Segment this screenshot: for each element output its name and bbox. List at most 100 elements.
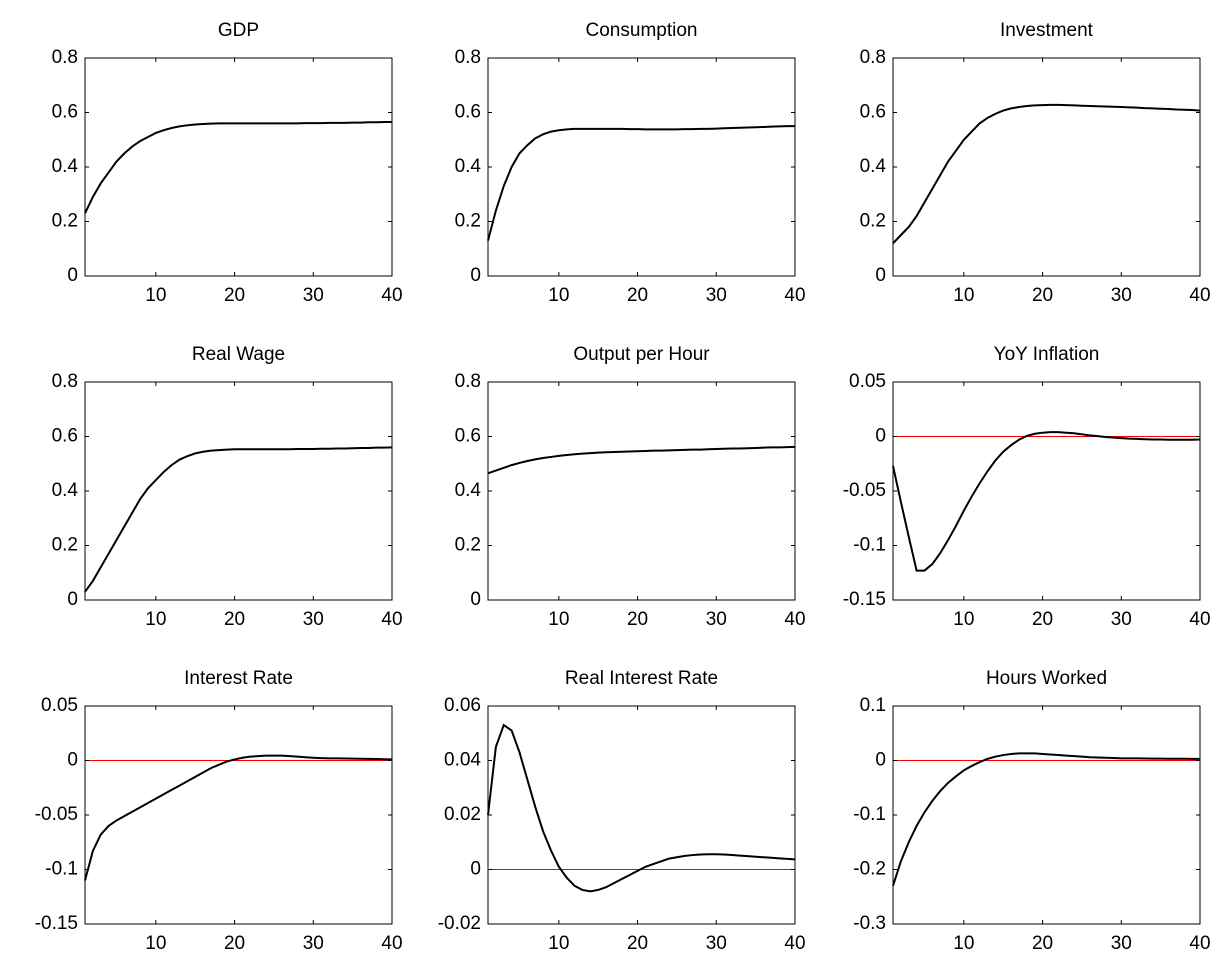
y-tick-label: 0	[470, 859, 481, 880]
y-tick-label: 0.4	[455, 480, 482, 501]
line	[84, 754, 393, 881]
y-tick-label: -0.2	[853, 859, 886, 880]
y-tick-label: -0.1	[45, 859, 78, 880]
x-tick-label: 20	[1032, 609, 1053, 630]
x-tick-label: 20	[627, 933, 648, 954]
x-tick-label: 40	[784, 933, 805, 954]
line	[487, 125, 795, 241]
x-tick-label: 20	[627, 285, 648, 306]
y-tick-label: 0.04	[444, 750, 481, 771]
x-tick-label: 10	[548, 285, 569, 306]
plot-area	[893, 58, 1200, 276]
x-tick-label: 40	[784, 609, 805, 630]
plot-area	[488, 58, 795, 276]
x-tick-label: 10	[953, 609, 974, 630]
y-tick-label: 0.1	[860, 695, 886, 716]
line	[84, 121, 392, 214]
chart-title: Hours Worked	[986, 668, 1107, 689]
x-tick-label: 40	[1189, 933, 1210, 954]
y-tick-label: 0.6	[52, 102, 78, 123]
x-tick-label: 20	[1032, 933, 1053, 954]
line	[892, 431, 1201, 572]
x-tick-label: 30	[706, 285, 727, 306]
x-tick-label: 10	[145, 285, 166, 306]
y-tick-label: -0.1	[853, 535, 886, 556]
y-tick-label: 0.4	[52, 156, 79, 177]
plot-area	[488, 706, 795, 924]
chart-title: Output per Hour	[573, 344, 710, 365]
y-tick-label: -0.3	[853, 913, 886, 934]
y-tick-label: 0.4	[860, 156, 887, 177]
y-tick-label: 0	[875, 265, 886, 286]
y-tick-label: 0.02	[444, 804, 481, 825]
y-tick-label: 0.8	[455, 371, 481, 392]
x-tick-label: 30	[1111, 933, 1132, 954]
y-tick-label: 0.2	[52, 211, 78, 232]
y-tick-label: -0.1	[853, 804, 886, 825]
y-tick-label: 0.06	[444, 695, 481, 716]
line	[84, 446, 393, 593]
x-tick-label: 20	[224, 285, 245, 306]
x-tick-label: 40	[381, 609, 402, 630]
x-tick-label: 40	[784, 285, 805, 306]
y-tick-label: 0.6	[860, 102, 886, 123]
x-tick-label: 30	[303, 609, 324, 630]
x-tick-label: 10	[953, 933, 974, 954]
chart-title: Real Wage	[192, 344, 285, 365]
line	[892, 103, 1201, 244]
y-tick-label: 0	[875, 426, 886, 447]
y-tick-label: 0.6	[52, 426, 78, 447]
x-tick-label: 20	[224, 609, 245, 630]
y-tick-label: 0.2	[455, 211, 481, 232]
y-tick-label: 0	[470, 265, 481, 286]
chart-title: Consumption	[586, 20, 698, 41]
plot-area	[85, 382, 392, 600]
plot-area	[893, 706, 1200, 924]
x-tick-label: 30	[303, 285, 324, 306]
y-tick-label: -0.15	[35, 913, 78, 934]
x-tick-label: 20	[224, 933, 245, 954]
y-tick-label: -0.15	[843, 589, 886, 610]
y-tick-label: 0.4	[52, 480, 79, 501]
x-tick-label: 40	[1189, 609, 1210, 630]
y-tick-label: -0.02	[438, 913, 481, 934]
line	[487, 445, 796, 475]
x-tick-label: 10	[145, 933, 166, 954]
x-tick-label: 40	[381, 285, 402, 306]
x-tick-label: 30	[303, 933, 324, 954]
x-tick-label: 30	[706, 933, 727, 954]
y-tick-label: 0.8	[860, 47, 886, 68]
y-tick-label: 0	[470, 589, 481, 610]
plot-area	[893, 382, 1200, 600]
x-tick-label: 30	[1111, 609, 1132, 630]
chart-title: Interest Rate	[184, 668, 293, 689]
chart-title: YoY Inflation	[994, 344, 1100, 365]
y-tick-label: -0.05	[35, 804, 78, 825]
x-tick-label: 10	[548, 933, 569, 954]
y-tick-label: 0.8	[52, 47, 78, 68]
y-tick-label: 0	[67, 589, 78, 610]
x-tick-label: 20	[1032, 285, 1053, 306]
x-tick-label: 20	[627, 609, 648, 630]
y-tick-label: 0.6	[455, 102, 481, 123]
x-tick-label: 30	[706, 609, 727, 630]
chart-title: Real Interest Rate	[565, 668, 718, 689]
x-tick-label: 30	[1111, 285, 1132, 306]
y-tick-label: 0.05	[849, 371, 886, 392]
y-tick-label: 0	[67, 750, 78, 771]
y-tick-label: 0.6	[455, 426, 481, 447]
chart-title: GDP	[218, 20, 259, 41]
y-tick-label: 0.4	[455, 156, 482, 177]
y-tick-label: 0.05	[41, 695, 78, 716]
y-tick-label: 0.2	[455, 535, 481, 556]
line	[487, 723, 796, 893]
plot-area	[85, 706, 392, 924]
y-tick-label: 0.2	[860, 211, 886, 232]
x-tick-label: 40	[1189, 285, 1210, 306]
line	[892, 752, 1200, 887]
chart-title: Investment	[1000, 20, 1094, 41]
plot-area	[85, 58, 392, 276]
x-tick-label: 10	[953, 285, 974, 306]
